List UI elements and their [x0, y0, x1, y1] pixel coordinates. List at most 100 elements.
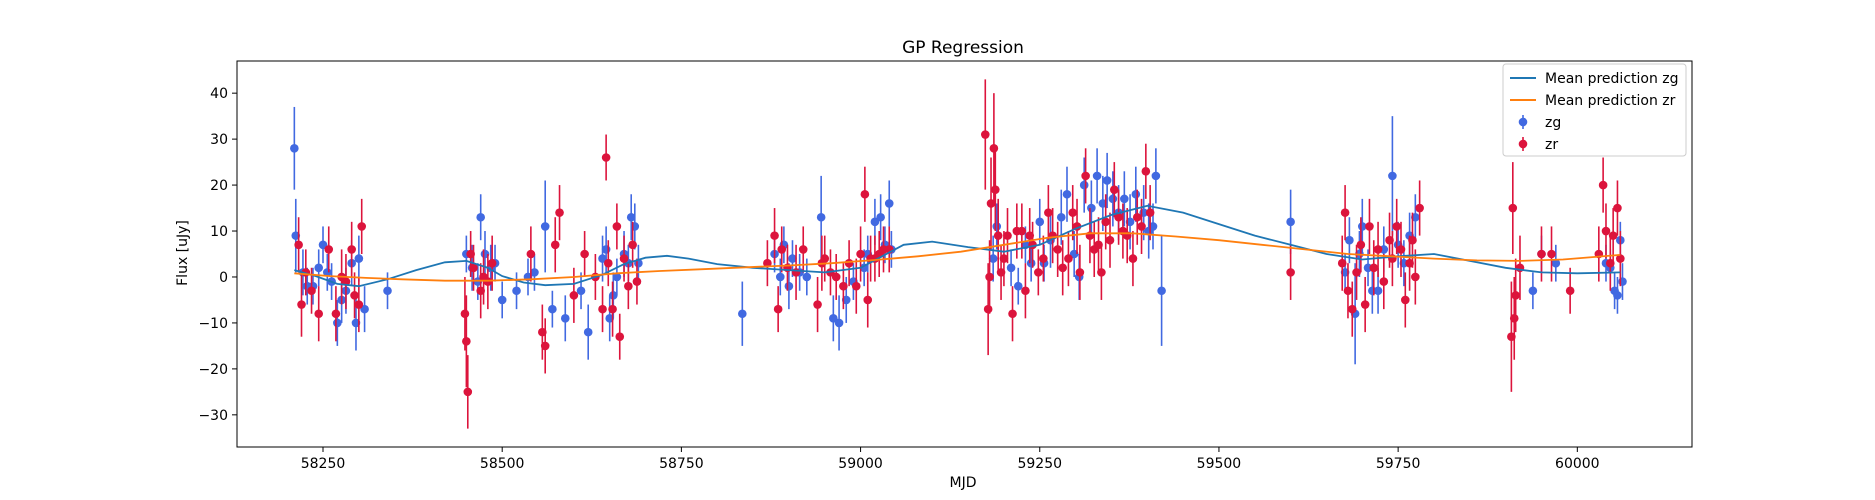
- zg-point: [1035, 217, 1045, 227]
- legend: Mean prediction zg Mean prediction zr zg zr: [1502, 63, 1687, 157]
- zg-point: [1373, 286, 1383, 296]
- zr-point: [1508, 203, 1518, 213]
- zr-point: [1511, 291, 1520, 300]
- zg-point: [383, 286, 392, 296]
- series-zr: [294, 79, 1625, 429]
- zr-point: [1565, 286, 1575, 296]
- zr-point: [1340, 208, 1350, 217]
- zr-point: [986, 199, 996, 208]
- zg-point: [1345, 235, 1354, 245]
- zr-point: [331, 309, 341, 319]
- zg-point: [870, 217, 880, 227]
- zg-point: [1618, 277, 1627, 286]
- zr-point: [603, 258, 613, 268]
- zr-point: [863, 295, 873, 305]
- zr-point: [999, 254, 1009, 263]
- zr-point: [1411, 272, 1420, 282]
- zr-point: [1132, 212, 1142, 222]
- legend-label: Mean prediction zg: [1545, 71, 1679, 87]
- zr-point: [1114, 212, 1123, 222]
- zg-point: [1157, 286, 1166, 296]
- zr-point: [851, 281, 861, 291]
- zg-point: [476, 212, 485, 222]
- zg-point: [1013, 281, 1023, 291]
- zg-point: [1120, 194, 1129, 204]
- zr-point: [297, 300, 306, 309]
- zr-point: [980, 130, 990, 139]
- zr-point: [1347, 304, 1357, 314]
- zg-point: [834, 318, 844, 328]
- zr-point: [466, 249, 475, 259]
- zr-point: [354, 300, 364, 309]
- zg-point: [354, 254, 364, 263]
- zr-point: [1608, 231, 1618, 240]
- zg-point: [576, 286, 586, 296]
- zr-point: [601, 153, 611, 162]
- zr-point: [1110, 185, 1119, 194]
- zr-point: [1081, 171, 1090, 181]
- zg-point: [1108, 194, 1118, 204]
- zr-point: [1392, 222, 1401, 231]
- legend-label: zr: [1545, 137, 1558, 153]
- y-tick-label: −10: [198, 316, 228, 332]
- zg-point: [333, 318, 342, 328]
- zr-point: [350, 291, 359, 300]
- zr-point: [1105, 235, 1115, 245]
- zr-point: [487, 258, 497, 268]
- zg-point: [530, 268, 539, 277]
- zr-point: [1396, 245, 1406, 254]
- x-axis-label: MJD: [950, 475, 977, 491]
- plot-area: [290, 79, 1627, 429]
- zg-point: [560, 314, 570, 323]
- zr-point: [1598, 180, 1608, 190]
- zg-point: [512, 286, 521, 296]
- zr-point: [612, 222, 622, 231]
- zg-point: [1026, 258, 1036, 268]
- legend-marker-zr: [1518, 139, 1528, 149]
- zr-point: [540, 341, 550, 351]
- y-tick-label: −30: [198, 408, 228, 424]
- zg-point: [1079, 180, 1089, 190]
- zg-point: [738, 309, 747, 319]
- legend-label: Mean prediction zr: [1545, 93, 1676, 109]
- zg-point: [497, 295, 507, 305]
- zg-point: [1613, 291, 1622, 300]
- zg-point: [992, 222, 1002, 231]
- zr-point: [1605, 258, 1615, 268]
- zg-point: [1551, 258, 1561, 268]
- legend-box: [1502, 63, 1687, 157]
- zr-point: [1039, 254, 1048, 263]
- zr-point: [1068, 208, 1078, 217]
- zr-point: [580, 249, 589, 259]
- zg-point: [630, 222, 640, 231]
- zg-point: [612, 272, 622, 282]
- series-zg: [290, 106, 1627, 365]
- zr-point: [1094, 240, 1103, 250]
- zr-point: [1025, 231, 1035, 240]
- y-tick-label: 10: [210, 224, 228, 240]
- zg-point: [598, 254, 607, 263]
- zr-point: [1369, 263, 1379, 273]
- zr-point: [1064, 254, 1073, 263]
- zr-point: [1360, 300, 1370, 309]
- zg-point: [775, 272, 785, 282]
- zr-point: [1017, 226, 1027, 236]
- zg-point: [1087, 203, 1096, 213]
- zr-point: [1128, 254, 1138, 263]
- zg-point: [548, 304, 557, 314]
- zr-point: [324, 245, 334, 254]
- zr-point: [1601, 226, 1611, 236]
- y-tick-label: 40: [210, 86, 228, 102]
- zr-point: [526, 249, 536, 259]
- zr-point: [632, 277, 642, 286]
- zr-point: [1101, 217, 1110, 227]
- zr-point: [1337, 258, 1347, 268]
- x-tick-label: 59000: [838, 456, 883, 472]
- zr-point: [1058, 263, 1067, 273]
- zr-point: [1537, 249, 1546, 259]
- zr-point: [1034, 268, 1043, 277]
- zr-point: [476, 286, 485, 296]
- zg-point: [583, 327, 593, 337]
- zr-point: [619, 254, 629, 263]
- zr-point: [347, 245, 356, 254]
